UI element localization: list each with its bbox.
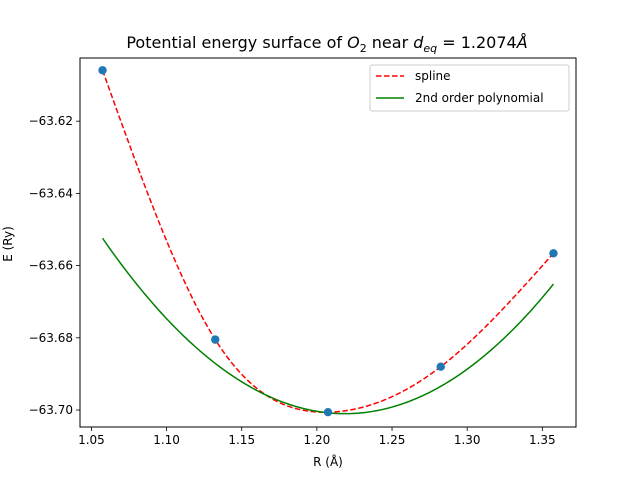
y-tick-label: −63.68	[29, 331, 73, 345]
y-tick-label: −63.70	[29, 403, 73, 417]
legend-box	[369, 64, 570, 112]
data-point	[436, 362, 445, 371]
y-tick-label: −63.66	[29, 259, 73, 273]
x-axis-label: R (Å)	[313, 454, 343, 469]
x-tick-label: 1.35	[529, 433, 556, 447]
plot-frame	[79, 57, 577, 428]
legend-polynomial-label: 2nd order polynomial	[415, 91, 544, 105]
legend: spline 2nd order polynomial	[369, 64, 570, 112]
x-tick-label: 1.10	[153, 433, 180, 447]
x-tick-label: 1.20	[304, 433, 331, 447]
y-axis-label: E (Ry)	[1, 226, 15, 262]
chart-title: Potential energy surface of O2 near deq …	[126, 33, 527, 55]
plot-area	[79, 57, 577, 428]
data-point	[323, 407, 333, 417]
y-tick-label: −63.64	[29, 186, 73, 200]
data-point	[211, 335, 220, 344]
x-tick-label: 1.15	[228, 433, 255, 447]
series-line-spline	[101, 70, 555, 413]
x-tick-label: 1.05	[78, 433, 105, 447]
axis-ticks: 1.05 1.10 1.15 1.20 1.25 1.30 1.35 −63.62 −63.64…	[29, 114, 556, 447]
x-tick-label: 1.25	[379, 433, 406, 447]
data-point	[98, 66, 107, 75]
y-tick-label: −63.62	[29, 114, 73, 128]
data-point	[549, 249, 558, 258]
legend-spline-label: spline	[415, 69, 451, 83]
x-tick-label: 1.30	[454, 433, 481, 447]
